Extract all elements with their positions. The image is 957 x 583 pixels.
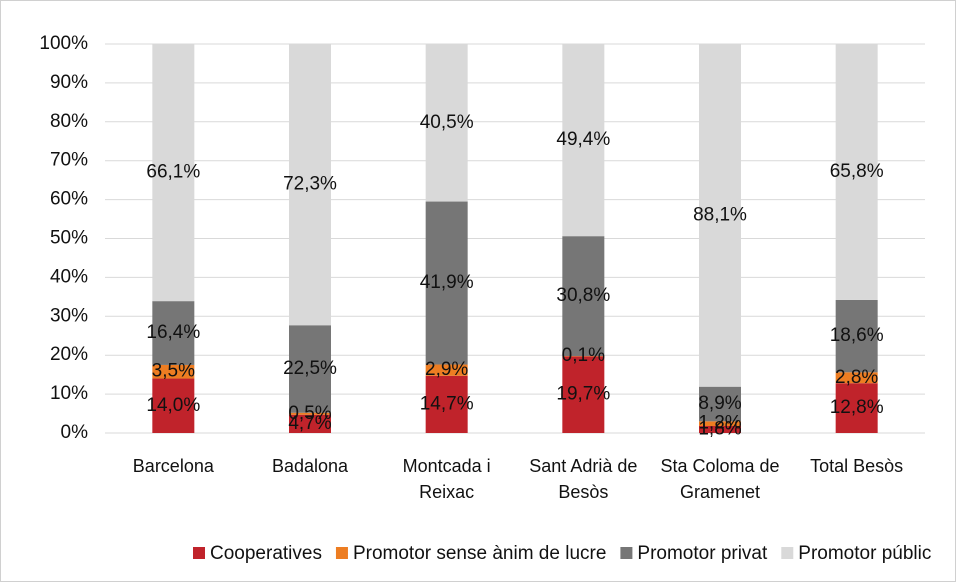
legend-swatch <box>620 547 633 559</box>
x-tick-label: Badalona <box>271 456 349 476</box>
y-tick-label: 0% <box>61 422 89 443</box>
bar-segment <box>289 414 331 433</box>
legend-swatch <box>335 547 348 559</box>
bar-segment <box>699 421 741 426</box>
data-label: 1,8% <box>698 419 741 440</box>
y-tick-label: 90% <box>50 72 88 93</box>
bar-segment <box>289 325 331 413</box>
data-label: 4,7% <box>288 413 331 434</box>
x-tick-label-box: Badalona <box>271 456 349 476</box>
bar-segment <box>562 236 605 356</box>
data-label: 65,8% <box>830 161 884 182</box>
legend-label: Promotor públic <box>798 543 931 564</box>
y-tick-label: 30% <box>50 305 88 326</box>
bar-segment <box>289 412 331 415</box>
legend-label: Cooperatives <box>210 543 322 564</box>
y-tick-label: 60% <box>50 189 88 210</box>
bar-segment <box>699 44 741 387</box>
legend-label: Promotor sense ànim de lucre <box>353 543 606 564</box>
bar-segment <box>562 44 605 237</box>
data-label: 0,1% <box>562 345 605 366</box>
bar-segment <box>425 44 468 202</box>
x-tick-label: Sant Adrià de Besòs <box>529 456 638 502</box>
y-tick-label: 20% <box>50 344 88 365</box>
data-label: 14,7% <box>420 393 474 414</box>
x-tick-label-box: Barcelona <box>132 456 214 476</box>
data-label: 0,5% <box>288 403 331 424</box>
y-tick-label: 80% <box>50 111 88 132</box>
data-label: 72,3% <box>283 174 337 195</box>
bar-segment <box>425 201 468 365</box>
data-label: 2,8% <box>835 367 878 388</box>
data-label: 1,2% <box>698 413 741 434</box>
bar-segment <box>835 299 878 373</box>
bar-segment <box>835 372 878 384</box>
y-tick-label: 10% <box>50 383 88 404</box>
bar-segment <box>699 386 741 422</box>
bar-segment <box>152 364 195 379</box>
data-label: 40,5% <box>420 112 474 133</box>
bar-segment <box>425 364 468 376</box>
data-label: 12,8% <box>830 397 884 418</box>
bar-segment <box>289 44 331 326</box>
data-label: 49,4% <box>556 129 610 150</box>
data-label: 22,5% <box>283 358 337 379</box>
bar-segment <box>699 425 741 433</box>
bar-segment <box>835 44 878 300</box>
x-tick-label-box: Sta Coloma de Gramenet <box>660 456 780 502</box>
data-label: 66,1% <box>146 162 200 183</box>
x-tick-label-box: Sant Adrià de Besòs <box>529 456 638 502</box>
x-tick-label: Total Besòs <box>810 456 904 476</box>
bar-segment <box>152 44 195 302</box>
bar-segment <box>835 383 878 433</box>
data-label: 8,9% <box>698 393 741 414</box>
y-tick-label: 50% <box>50 228 88 249</box>
data-label: 88,1% <box>693 204 747 225</box>
y-tick-label: 100% <box>39 33 88 54</box>
x-tick-label-box: Total Besòs <box>810 456 904 476</box>
legend-swatch <box>781 547 794 559</box>
y-tick-label: 40% <box>50 266 88 287</box>
y-tick-label: 70% <box>50 150 88 171</box>
data-label: 19,7% <box>556 384 610 405</box>
legend-label: Promotor privat <box>637 543 768 564</box>
data-label: 16,4% <box>146 322 200 343</box>
data-label: 30,8% <box>556 285 610 306</box>
data-label: 2,9% <box>425 359 468 380</box>
legend-swatch <box>193 547 205 559</box>
data-label: 14,0% <box>146 395 200 416</box>
data-label: 18,6% <box>830 325 884 346</box>
x-tick-label: Sta Coloma de Gramenet <box>660 456 780 502</box>
x-tick-label: Barcelona <box>132 456 214 476</box>
x-tick-label: Montcada i Reixac <box>402 456 491 502</box>
bar-segment <box>562 356 605 433</box>
data-label: 3,5% <box>152 361 195 382</box>
bar-segment <box>152 301 195 365</box>
bar-segment <box>152 378 195 433</box>
bar-segment <box>425 375 468 433</box>
data-label: 41,9% <box>420 272 474 293</box>
x-tick-label-box: Montcada i Reixac <box>402 456 491 502</box>
